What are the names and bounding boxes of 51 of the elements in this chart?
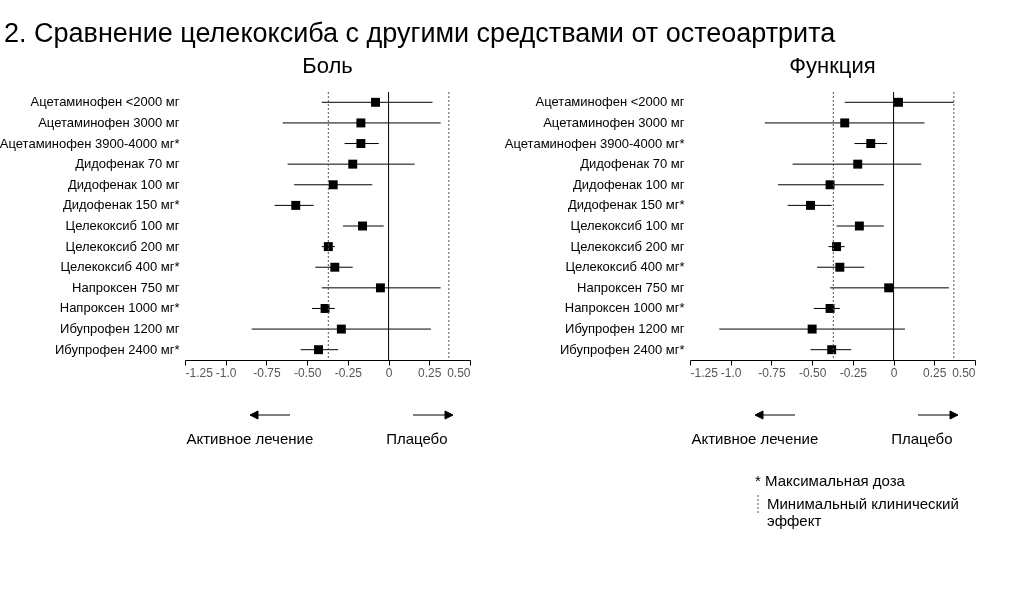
- x-tick-label: 0.25: [923, 365, 947, 380]
- y-tick-label: Целекоксиб 400 мг*: [60, 259, 180, 275]
- text: Активное лечение: [691, 430, 819, 447]
- x-tick-label: -0.50: [798, 365, 827, 380]
- text: Плацебо: [891, 430, 953, 447]
- x-tick-label: 0.50: [447, 365, 471, 380]
- x-tick-label: -0.25: [839, 365, 868, 380]
- y-tick-label: Ибупрофен 1200 мг: [565, 321, 685, 337]
- x-tick-label: -0.50: [293, 365, 322, 380]
- y-tick-label: Ацетаминофен 3900-4000 мг*: [0, 135, 180, 151]
- text: * Максимальная доза: [755, 472, 905, 489]
- x-tick-label: -1.0: [215, 365, 237, 380]
- y-tick-label: Целекоксиб 200 мг: [570, 238, 685, 254]
- y-tick-label: Ацетаминофен <2000 мг: [30, 94, 180, 110]
- y-tick-label: Целекоксиб 100 мг: [570, 218, 685, 233]
- y-tick-label: Напроксен 1000 мг*: [564, 300, 685, 316]
- x-tick-label: -1.25: [185, 365, 214, 380]
- text: Плацебо: [386, 430, 448, 447]
- x-tick-label: 0.50: [952, 365, 976, 380]
- y-tick-label: Напроксен 1000 мг*: [59, 300, 180, 316]
- text: Активное лечение: [186, 430, 314, 447]
- text: Минимальный клинический эффект: [767, 495, 960, 529]
- x-tick-label: -1.0: [720, 365, 742, 380]
- y-tick-label: Дидофенак 100 мг: [573, 176, 685, 192]
- y-tick-label: Дидофенак 70 мг: [580, 156, 685, 172]
- y-tick-label: Ацетаминофен <2000 мг: [535, 94, 685, 110]
- y-tick-label: Целекоксиб 400 мг*: [565, 259, 685, 275]
- y-tick-label: Дидофенак 100 мг: [68, 176, 180, 192]
- x-tick-label: 0: [890, 365, 898, 380]
- chart-title: 2. Сравнение целекоксиба с другими средствами от остеоартрита: [4, 18, 836, 48]
- y-tick-label: Напроксен 750 мг: [577, 279, 685, 295]
- y-tick-label: Дидофенак 70 мг: [75, 156, 180, 172]
- y-tick-label: Целекоксиб 100 мг: [65, 218, 180, 233]
- chart-subtitle: Функция: [789, 52, 876, 78]
- x-tick-label: -0.25: [334, 365, 363, 380]
- y-tick-label: Дидофенак 150 мг*: [567, 197, 685, 213]
- y-tick-label: Целекоксиб 200 мг: [65, 238, 180, 254]
- y-tick-label: Ибупрофен 1200 мг: [60, 321, 180, 337]
- x-tick-label: 0: [385, 365, 393, 380]
- y-tick-label: Напроксен 750 мг: [72, 279, 180, 295]
- chart-subtitle: Боль: [302, 52, 353, 78]
- y-tick-label: Дидофенак 150 мг*: [62, 197, 180, 213]
- y-tick-label: Ацетаминофен 3000 мг: [38, 114, 180, 130]
- y-tick-label: Ибупрофен 2400 мг*: [55, 341, 180, 357]
- x-tick-label: -0.75: [758, 365, 786, 380]
- x-tick-label: -0.75: [253, 365, 281, 380]
- x-tick-label: -1.25: [690, 365, 719, 380]
- x-tick-label: 0.25: [418, 365, 442, 380]
- y-tick-label: Ацетаминофен 3900-4000 мг*: [504, 135, 685, 151]
- y-tick-label: Ацетаминофен 3000 мг: [543, 114, 685, 130]
- y-tick-label: Ибупрофен 2400 мг*: [560, 341, 685, 357]
